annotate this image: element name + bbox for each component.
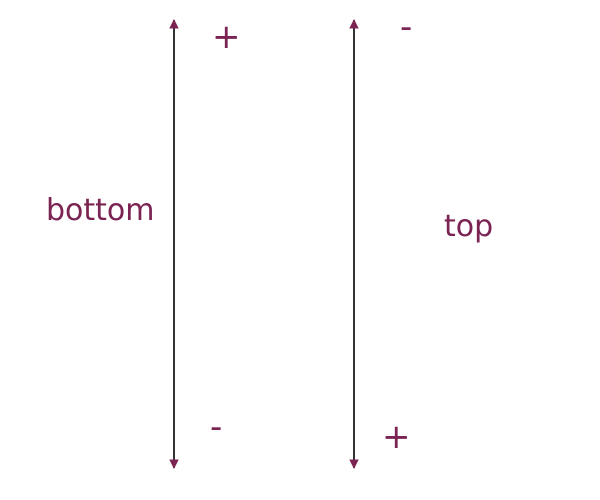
left-axis-side-label: bottom xyxy=(46,193,155,228)
right-axis-top-sign: - xyxy=(400,7,412,47)
left-axis-top-sign: + xyxy=(212,17,241,57)
right-axis-side-label: top xyxy=(444,209,493,244)
left-axis-bottom-sign: - xyxy=(210,407,222,447)
left-axis: bottom + - xyxy=(46,17,241,469)
right-axis-bottom-sign: + xyxy=(382,417,411,457)
right-axis: top - + xyxy=(349,7,493,469)
